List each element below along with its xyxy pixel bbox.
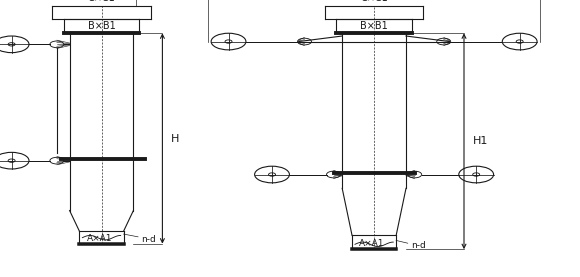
- Text: H1: H1: [473, 136, 488, 146]
- Text: B×B1: B×B1: [88, 21, 115, 31]
- Text: A×A1: A×A1: [359, 239, 385, 248]
- Text: A×A1: A×A1: [86, 234, 112, 243]
- Text: n-d: n-d: [411, 242, 425, 250]
- Text: C×C1: C×C1: [88, 0, 115, 3]
- Text: B×B1: B×B1: [360, 21, 388, 31]
- Text: H: H: [171, 134, 179, 143]
- Text: n-d: n-d: [141, 235, 155, 244]
- Text: C×C1: C×C1: [360, 0, 388, 3]
